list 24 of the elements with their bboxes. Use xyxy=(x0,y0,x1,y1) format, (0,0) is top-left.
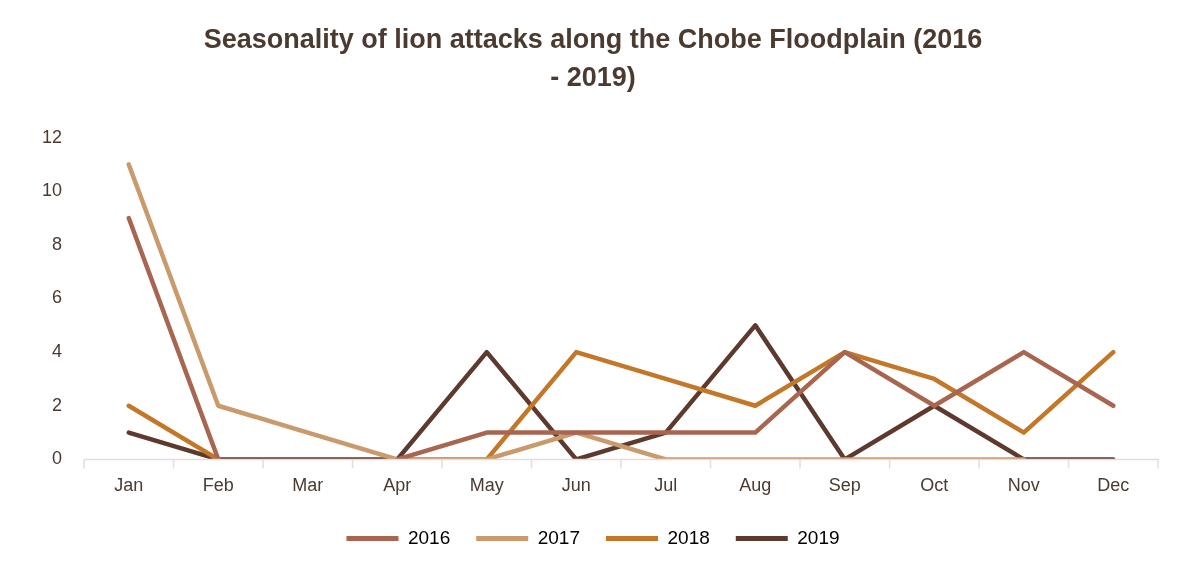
legend-label: 2018 xyxy=(667,526,710,548)
x-tick-label: Feb xyxy=(202,475,234,496)
x-tick-label: Jan xyxy=(114,475,144,496)
x-tick-label: Apr xyxy=(383,475,412,496)
x-tick-label: Jul xyxy=(654,475,678,496)
x-tick-label: Oct xyxy=(920,475,949,496)
y-tick-label: 12 xyxy=(41,126,63,147)
x-tick-label: Mar xyxy=(292,475,324,496)
x-tick-label: Nov xyxy=(1007,475,1040,496)
x-tick-label: May xyxy=(469,475,504,496)
y-tick-label: 10 xyxy=(41,180,63,201)
x-tick-label: Jun xyxy=(561,475,591,496)
legend-label: 2019 xyxy=(797,526,840,548)
y-tick-label: 2 xyxy=(52,394,63,415)
legend-label: 2016 xyxy=(407,526,451,548)
x-tick-label: Sep xyxy=(828,475,861,496)
y-tick-label: 6 xyxy=(52,287,63,308)
y-tick-label: 4 xyxy=(52,341,63,362)
legend-label: 2017 xyxy=(537,526,581,548)
x-tick-label: Dec xyxy=(1097,475,1130,496)
chart-title: Seasonality of lion attacks along the Chobe Floodplain (2016 - 2019) xyxy=(203,24,983,93)
y-tick-label: 0 xyxy=(52,448,63,469)
x-tick-label: Aug xyxy=(739,475,772,496)
y-tick-label: 8 xyxy=(52,233,63,254)
